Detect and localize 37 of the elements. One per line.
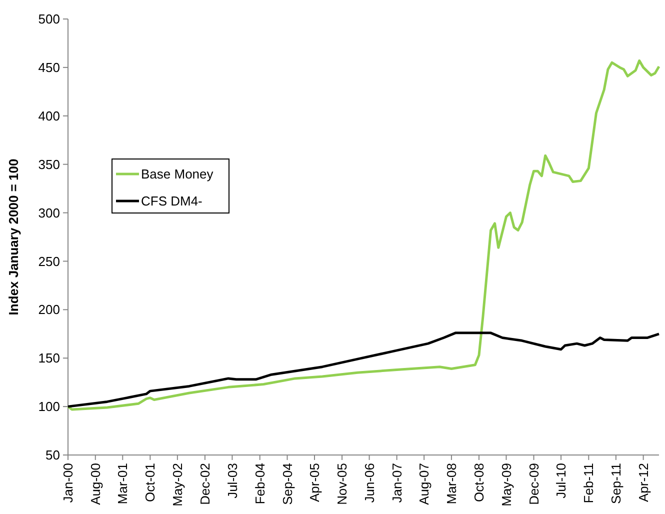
x-tick-label: Jan-00	[60, 463, 76, 503]
y-tick-label: 250	[38, 254, 60, 269]
x-tick-label: Mar-08	[444, 463, 460, 504]
x-tick-label: Apr-12	[636, 463, 651, 502]
x-tick-label: May-09	[498, 463, 514, 506]
y-tick-label: 100	[38, 399, 60, 414]
x-tick-label: Dec-02	[198, 463, 212, 505]
line-series	[66, 59, 660, 411]
y-tick-label: 450	[38, 60, 60, 75]
x-tick-label: Aug-00	[88, 463, 103, 505]
x-tick-label: Jul-10	[554, 463, 569, 498]
x-tick-label: Feb-11	[581, 463, 596, 504]
line-series	[66, 332, 660, 408]
x-tick-label: Oct-01	[142, 463, 158, 502]
x-tick-label: Jul-03	[224, 463, 240, 498]
y-tick-label: 200	[38, 302, 60, 318]
y-tick-label: 50	[46, 448, 60, 463]
y-tick-label: 350	[38, 156, 60, 172]
x-tick-label: Mar-01	[115, 463, 130, 504]
x-tick-label: Sep-04	[280, 463, 295, 505]
x-tick-label: Nov-05	[334, 463, 350, 505]
legend-label: CFS DM4-	[141, 194, 202, 209]
x-tick-label: Sep-11	[608, 463, 624, 504]
x-tick-label: Apr-05	[307, 463, 322, 502]
x-tick-label: Jun-06	[362, 463, 377, 503]
x-tick-label: Jan-07	[389, 463, 404, 503]
y-tick-label: 150	[38, 350, 60, 366]
legend-label: Base Money	[141, 166, 214, 182]
y-tick-label: 400	[38, 108, 60, 124]
y-tick-label: 300	[38, 205, 60, 220]
x-tick-label: Aug-07	[416, 463, 432, 505]
y-tick-label: 500	[38, 12, 60, 27]
x-tick-label: Feb-04	[252, 463, 268, 504]
x-tick-label: Oct-08	[472, 463, 487, 502]
y-axis-title: Index January 2000 = 100	[6, 158, 21, 316]
x-tick-label: May-02	[170, 463, 185, 506]
x-tick-label: Dec-09	[526, 463, 542, 505]
